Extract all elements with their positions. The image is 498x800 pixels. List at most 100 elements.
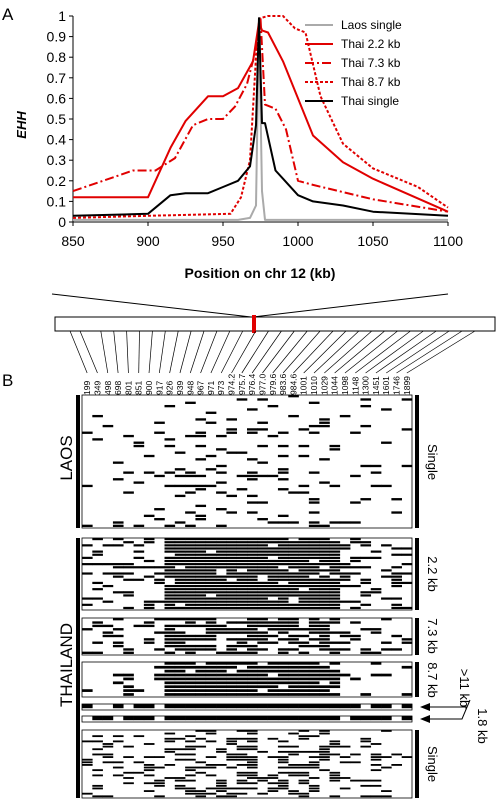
x-tick-label: 900: [136, 233, 160, 249]
allele-cell: [216, 779, 227, 782]
y-axis: 0 0.1 0.2 0.3 0.4 0.5 0.6 0.7 0.8 0.9 1: [47, 8, 74, 230]
allele-cell: [216, 624, 227, 628]
allele-cell: [288, 766, 299, 769]
allele-cell: [185, 556, 196, 559]
allele-cell: [236, 541, 248, 544]
allele-cell: [277, 669, 289, 673]
allele-cell: [226, 569, 237, 572]
allele-cell: [401, 665, 413, 669]
haplotype-panel: [76, 394, 419, 799]
allele-cell: [123, 541, 134, 544]
allele-cell: [123, 566, 134, 569]
allele-cell: [143, 541, 155, 544]
allele-cell: [288, 665, 299, 669]
allele-cell: [370, 550, 382, 553]
allele-cell: [82, 572, 93, 575]
allele-cell: [257, 569, 268, 572]
allele-cell: [257, 693, 268, 696]
allele-cell: [185, 621, 196, 624]
allele-cell: [205, 732, 217, 735]
allele-cell: [205, 553, 217, 556]
legend-label: Thai 8.7 kb: [341, 75, 401, 89]
allele-cell: [288, 553, 299, 556]
allele-cell: [360, 784, 372, 787]
allele-cell: [329, 566, 341, 569]
allele-cell: [185, 790, 196, 792]
allele-cell: [236, 716, 248, 721]
allele-cell: [164, 669, 176, 673]
allele-cell: [143, 606, 155, 610]
allele-cell: [339, 521, 351, 524]
allele-cell: [226, 685, 237, 689]
allele-cell: [205, 693, 217, 696]
allele-cell: [112, 735, 124, 738]
allele-cell: [339, 673, 351, 677]
allele-cell: [319, 563, 330, 566]
allele-cell: [247, 553, 258, 556]
allele-cell: [267, 628, 279, 631]
allele-cell: [308, 735, 320, 738]
allele-cell: [112, 740, 124, 743]
allele-cell: [185, 735, 196, 738]
allele-cell: [391, 498, 402, 501]
allele-cell: [277, 541, 289, 544]
allele-cell: [350, 634, 361, 638]
allele-cell: [257, 461, 268, 464]
allele-cell: [143, 638, 155, 641]
allele-cell: [308, 716, 320, 721]
allele-cell: [401, 693, 413, 696]
allele-cell: [308, 693, 320, 696]
allele-cell: [226, 566, 237, 569]
allele-cell: [277, 556, 289, 559]
allele-cell: [123, 594, 134, 597]
legend-label: Laos single: [341, 18, 402, 32]
allele-cell: [164, 559, 176, 563]
marker-connector: [365, 330, 424, 374]
allele-cell: [360, 398, 372, 401]
allele-cell: [236, 584, 248, 588]
allele-cell: [216, 603, 227, 606]
allele-cell: [308, 597, 320, 600]
allele-cell: [174, 451, 186, 454]
marker-connector: [126, 330, 129, 374]
allele-cell: [267, 600, 279, 603]
allele-cell: [174, 606, 186, 610]
allele-cell: [185, 575, 196, 578]
allele-cell: [143, 704, 155, 709]
allele-cell: [205, 681, 217, 685]
allele-cell: [226, 572, 237, 575]
allele-cell: [308, 764, 320, 766]
allele-cell: [216, 631, 227, 634]
allele-cell: [308, 777, 320, 779]
allele-cell: [123, 689, 134, 692]
allele-cell: [174, 631, 186, 634]
allele-cell: [92, 716, 103, 721]
allele-cell: [298, 641, 310, 644]
allele-cell: [298, 603, 310, 606]
allele-cell: [205, 591, 217, 594]
allele-cell: [329, 553, 341, 556]
block-label-2-2kb: 2.2 kb: [425, 556, 440, 591]
allele-cell: [195, 581, 207, 585]
allele-cell: [185, 618, 196, 621]
allele-cell: [267, 569, 279, 572]
allele-cell: [257, 603, 268, 606]
legend-label: Thai single: [341, 94, 399, 108]
allele-cell: [216, 508, 227, 511]
allele-cell: [308, 547, 320, 550]
allele-cell: [226, 644, 237, 648]
allele-cell: [247, 621, 258, 624]
allele-cell: [298, 428, 310, 431]
allele-cell: [92, 769, 103, 772]
allele-cell: [174, 693, 186, 696]
allele-cell: [195, 771, 207, 774]
allele-cell: [247, 685, 258, 689]
marker-label: 1899: [402, 376, 412, 395]
allele-cell: [82, 628, 93, 631]
allele-cell: [226, 541, 237, 544]
allele-cell: [288, 669, 299, 673]
allele-cell: [360, 779, 372, 782]
allele-cell: [216, 581, 227, 585]
allele-cell: [288, 745, 299, 748]
allele-cell: [308, 606, 320, 610]
